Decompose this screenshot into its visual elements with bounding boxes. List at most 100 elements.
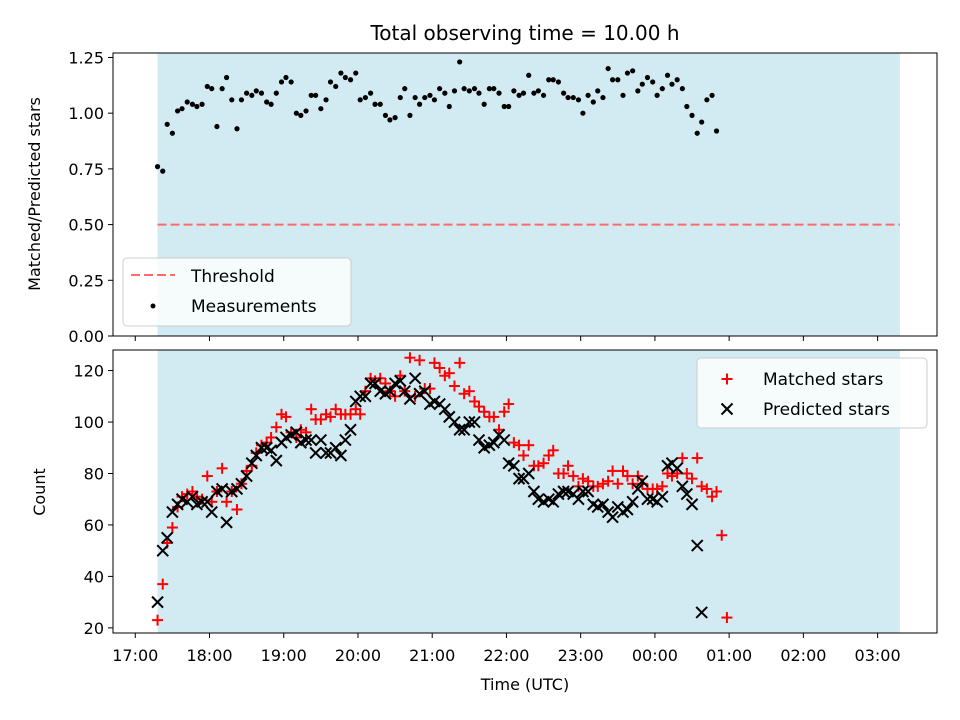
predicted-star-marker-b [532,493,545,506]
predicted-star-marker [626,495,639,508]
predicted-star-marker [235,477,248,490]
predicted-star-marker [572,493,585,506]
predicted-star-marker-b [394,374,407,388]
count-x-ticks: 17:00 18:00 19:00 20:00 21:00 22:00 23:00 00:00… [112,633,901,665]
predicted-star-marker-b [527,485,541,498]
measurement-point [204,83,210,90]
matched-star-marker [686,473,698,485]
y-tick-label: 20 [84,619,104,638]
x-axis-label: Time (UTC) [480,675,569,694]
measurement-point [535,88,541,94]
predicted-star-marker [205,505,218,519]
predicted-star-marker [576,485,590,498]
predicted-star-marker-b [502,456,515,470]
predicted-star-marker-b [438,402,452,416]
predicted-star-marker-b [408,372,422,385]
measurement-point [605,65,611,72]
matched-star-marker [671,467,683,479]
measurement-point [679,86,685,92]
predicted-star-marker-b [547,495,560,508]
measurement-point [189,101,196,107]
x-tick-label: 00:00 [632,646,678,665]
matched-star-marker [716,529,728,541]
predicted-star-marker [457,423,471,436]
measurement-point [590,99,596,105]
predicted-star-marker [334,449,348,462]
predicted-star-marker [641,493,654,506]
predicted-star-marker-b [309,446,322,460]
predicted-star-marker [581,485,595,498]
predicted-stars-points [151,372,708,619]
matched-star-marker [473,401,485,413]
predicted-star-marker-b [685,498,699,511]
measurement-point [427,92,433,98]
measurement-point [561,90,567,96]
predicted-star-marker-b [374,384,387,398]
measurement-point [353,70,359,76]
predicted-star-marker [522,467,535,480]
ratio-legend-box [122,257,352,327]
measurement-point [169,130,175,136]
measurement-point [437,86,443,92]
predicted-star-marker-b [156,544,169,557]
measurement-point [506,103,512,110]
predicted-star-marker [621,503,634,516]
predicted-star-marker [527,485,541,498]
matched-star-marker [518,449,530,461]
matched-star-marker [582,475,594,487]
predicted-star-marker-b [472,433,486,447]
predicted-star-marker [220,516,233,529]
predicted-star-marker-b [344,423,357,436]
predicted-star-marker-b [428,395,441,408]
measurement-point [520,90,527,96]
predicted-star-marker-b [507,459,521,472]
matched-star-marker [295,424,307,436]
threshold-legend-label: Threshold [190,267,275,287]
predicted-star-marker-b [250,449,263,462]
predicted-star-marker-b [670,462,684,475]
measurements-legend-swatch [150,303,156,309]
measurement-point [422,94,428,101]
predicted-star-marker [364,377,377,390]
matched-star-marker [221,496,233,508]
measurement-point [461,86,467,92]
matched-star-marker [523,439,535,451]
predicted-star-marker [240,469,253,483]
matched-star-marker [463,385,475,397]
matched-legend-swatch [721,373,733,385]
predicted-star-marker-b [631,482,645,496]
matched-star-marker [434,362,446,374]
predicted-star-marker-b [695,606,708,619]
measurement-point [244,90,250,96]
matched-star-marker [458,388,470,400]
measurement-point [333,83,339,90]
predicted-star-marker-b [215,482,229,496]
predicted-star-marker-b [151,595,164,609]
predicted-star-marker-b [581,485,595,498]
predicted-star-marker-b [576,485,590,498]
matched-star-marker [157,578,169,590]
y-tick-label: 80 [84,464,104,483]
predicted-star-marker-b [626,495,639,508]
y-tick-label: 40 [84,567,104,586]
predicted-star-marker [299,433,313,447]
matched-star-marker [201,470,213,482]
predicted-star-marker [186,490,199,503]
matched-star-marker [454,357,466,369]
predicted-star-marker [166,505,179,519]
predicted-star-marker [255,441,268,454]
measurement-point [407,112,413,118]
measurement-point [570,94,576,101]
predicted-star-marker-b [175,493,189,506]
predicted-star-marker-b [606,511,619,524]
chart-title: Total observing time = 10.00 h [369,21,679,45]
predicted-star-marker [344,423,357,436]
y-tick-label: 120 [73,362,104,381]
predicted-star-marker [606,511,619,524]
predicted-star-marker [359,390,372,403]
predicted-star-marker [394,374,407,388]
matched-star-marker [488,411,500,423]
count-legend-box [696,357,928,429]
predicted-star-marker [670,462,684,475]
measurement-point [229,97,235,103]
